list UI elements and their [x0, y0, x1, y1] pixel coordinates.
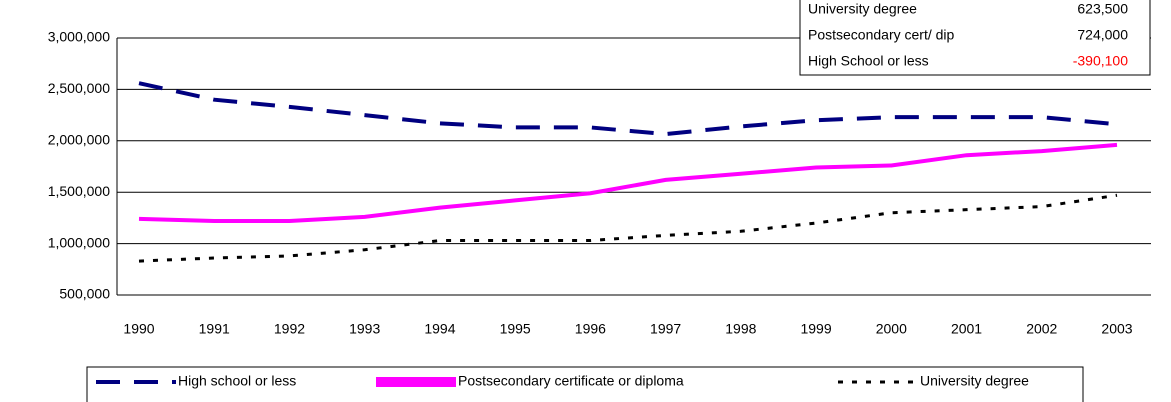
y-tick-label: 2,500,000 — [48, 80, 110, 96]
annotation-value: 623,500 — [1077, 1, 1128, 17]
y-tick-label: 500,000 — [59, 286, 110, 302]
annotation-box — [799, 0, 1151, 76]
y-tick-label: 3,000,000 — [48, 29, 110, 45]
y-tick-label: 1,000,000 — [48, 234, 110, 250]
series-line — [138, 142, 1118, 223]
x-tick-label: 1995 — [500, 321, 531, 337]
x-tick-label: 2000 — [876, 321, 907, 337]
x-tick-label: 1997 — [650, 321, 681, 337]
x-tick-label: 2001 — [951, 321, 982, 337]
legend-label: Postsecondary certificate or diploma — [458, 373, 684, 389]
y-tick-label: 1,500,000 — [48, 183, 110, 199]
x-tick-label: 2003 — [1101, 321, 1132, 337]
y-tick-label: 2,000,000 — [48, 132, 110, 148]
x-tick-label: 1990 — [123, 321, 154, 337]
annotation-value: 724,000 — [1077, 27, 1128, 43]
x-tick-label: 1992 — [274, 321, 305, 337]
x-tick-label: 1998 — [725, 321, 756, 337]
annotation-label: High School or less — [808, 53, 929, 69]
series-line — [138, 81, 1118, 137]
x-tick-label: 1996 — [575, 321, 606, 337]
x-tick-label: 1991 — [199, 321, 230, 337]
annotation-label: Postsecondary cert/ dip — [808, 27, 955, 43]
legend-label: High school or less — [178, 373, 296, 389]
x-tick-label: 1993 — [349, 321, 380, 337]
annotation-label: University degree — [808, 1, 917, 17]
legend-box — [86, 366, 1084, 402]
x-tick-label: 1999 — [800, 321, 831, 337]
annotation-value: -390,100 — [1073, 53, 1128, 69]
series-line — [138, 193, 1118, 263]
legend-label: University degree — [920, 373, 1029, 389]
x-tick-label: 1994 — [424, 321, 455, 337]
x-tick-label: 2002 — [1026, 321, 1057, 337]
